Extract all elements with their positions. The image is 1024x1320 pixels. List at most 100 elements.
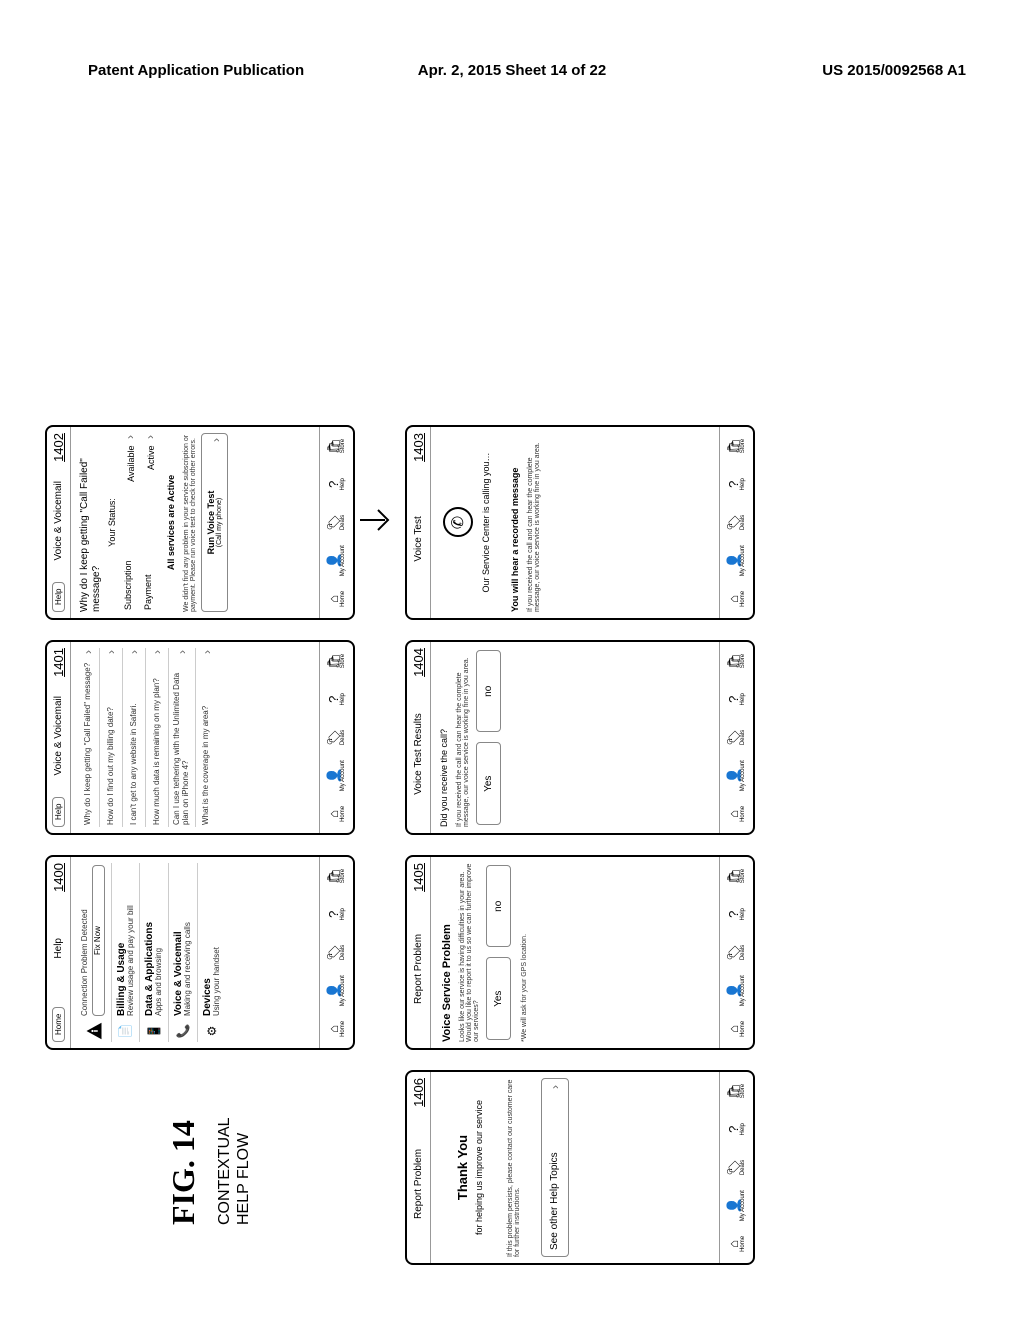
result-body: If you received the call and can hear th… — [456, 648, 470, 827]
store-icon: 🛍 — [327, 868, 340, 885]
nav-home[interactable]: ⌂Home — [720, 1225, 753, 1263]
figure-area: FIG. 14 CONTEXTUAL HELP FLOW Home Help 1… — [65, 275, 975, 1095]
nav-deals[interactable]: 🏷Deals — [320, 503, 353, 541]
nav-home[interactable]: ⌂Home — [720, 580, 753, 618]
nav-help[interactable]: ?Help — [320, 895, 353, 933]
list-item[interactable]: 📄 Billing & UsageReview usage and pay yo… — [112, 863, 141, 1042]
nav-store[interactable]: 🛍Store — [720, 1072, 753, 1110]
nav-account[interactable]: 👤My Account — [720, 757, 753, 795]
yes-button[interactable]: Yes — [486, 958, 511, 1041]
nav-account[interactable]: 👤My Account — [720, 542, 753, 580]
nav-account[interactable]: 👤My Account — [720, 972, 753, 1010]
flow-arrow-icon — [360, 500, 410, 540]
nav-home[interactable]: ⌂Home — [720, 1010, 753, 1048]
bottom-nav: ⌂Home 👤My Account 🏷Deals ?Help 🛍Store — [719, 1072, 753, 1263]
faq-item[interactable]: I can't get to any website in Safari.› — [123, 648, 146, 827]
header-left: Patent Application Publication — [88, 62, 304, 79]
nav-help[interactable]: ?Help — [320, 680, 353, 718]
active-body: We didn't find any problem in your servi… — [183, 433, 197, 612]
yes-button[interactable]: Yes — [476, 743, 501, 826]
screen-title: Voice Test Results — [413, 681, 424, 827]
no-button[interactable]: no — [486, 865, 511, 948]
see-other-button[interactable]: See other Help Topics › — [541, 1078, 569, 1257]
nav-account[interactable]: 👤My Account — [320, 542, 353, 580]
screen-1406: Report Problem 1406 Thank You for helpin… — [405, 1070, 755, 1265]
billing-icon: 📄 — [116, 1022, 134, 1040]
faq-item[interactable]: Can I use tethering with the Unlimited D… — [169, 648, 196, 827]
back-button[interactable]: Help — [52, 582, 65, 612]
screen-1402: Help Voice & Voicemail 1402 Why do I kee… — [45, 425, 355, 620]
nav-deals[interactable]: 🏷Deals — [720, 718, 753, 756]
nav-help[interactable]: ?Help — [720, 895, 753, 933]
header-right: US 2015/0092568 A1 — [822, 62, 966, 79]
list-item[interactable]: 📱 Data & ApplicationsApps and browsing — [140, 863, 169, 1042]
nav-account[interactable]: 👤My Account — [320, 757, 353, 795]
nav-help[interactable]: ?Help — [320, 465, 353, 503]
thank-you-body1: for helping us improve our service — [472, 1078, 487, 1257]
list-item[interactable]: 📞 Voice & VoicemailMaking and receiving … — [169, 863, 198, 1042]
chevron-right-icon: › — [175, 650, 189, 654]
nav-store[interactable]: 🛍Store — [320, 857, 353, 895]
screen-1405: Report Problem 1405 Voice Service Proble… — [405, 855, 755, 1050]
faq-item[interactable]: How much data is remaining on my plan?› — [146, 648, 169, 827]
figure-title: FIG. 14 — [165, 1120, 202, 1225]
problem-header: Voice Service Problem — [437, 863, 455, 1042]
screen-title: Voice & Voicemail — [53, 466, 64, 576]
deals-icon: 🏷 — [327, 944, 340, 961]
ref-num: 1400 — [51, 863, 66, 892]
faq-item[interactable]: What is the coverage in my area?› — [196, 648, 218, 827]
question-text: Why do I keep getting "Call Failed" mess… — [77, 433, 105, 612]
faq-item[interactable]: How do I find out my billing date?› — [100, 648, 123, 827]
phone-icon: ✆ — [443, 508, 473, 538]
nav-home[interactable]: ⌂Home — [320, 580, 353, 618]
bottom-nav: ⌂Home 👤My Account 🏷Deals ?Help 🛍Store — [319, 427, 353, 618]
screen-title: Report Problem — [413, 1111, 424, 1257]
nav-account[interactable]: 👤My Account — [320, 972, 353, 1010]
screen-title: Help — [53, 896, 64, 1001]
nav-home[interactable]: ⌂Home — [320, 795, 353, 833]
back-button[interactable]: Help — [52, 797, 65, 827]
bottom-nav: ⌂Home 👤My Account 🏷Deals ?Help 🛍Store — [719, 857, 753, 1048]
chevron-right-icon: › — [548, 1085, 562, 1089]
figure-subtitle: CONTEXTUAL HELP FLOW — [215, 1117, 253, 1225]
nav-store[interactable]: 🛍Store — [720, 857, 753, 895]
gps-note: *We will ask for your GPS location. — [521, 863, 528, 1042]
nav-store[interactable]: 🛍Store — [720, 642, 753, 680]
nav-store[interactable]: 🛍Store — [720, 427, 753, 465]
question-text: Did you receive the call? — [437, 648, 452, 827]
list-item[interactable]: ⚙ DevicesUsing your handset — [198, 863, 226, 1042]
nav-account[interactable]: 👤My Account — [720, 1187, 753, 1225]
nav-home[interactable]: ⌂Home — [320, 1010, 353, 1048]
faq-item[interactable]: Why do I keep getting "Call Failed" mess… — [77, 648, 100, 827]
nav-help[interactable]: ?Help — [720, 1110, 753, 1148]
warning-icon — [85, 1022, 103, 1040]
status-header: Your Status: — [105, 433, 120, 612]
home-icon: ⌂ — [327, 1025, 340, 1033]
nav-deals[interactable]: 🏷Deals — [720, 1148, 753, 1186]
nav-deals[interactable]: 🏷Deals — [720, 933, 753, 971]
nav-store[interactable]: 🛍Store — [320, 642, 353, 680]
screen-1403: Voice Test 1403 ✆ Our Service Center is … — [405, 425, 755, 620]
ref-num: 1402 — [51, 433, 66, 462]
run-voice-test-button[interactable]: Run Voice Test (Call my phone) › — [201, 433, 228, 612]
ref-num: 1404 — [411, 648, 426, 677]
screen-1400: Home Help 1400 Connection Problem Detect… — [45, 855, 355, 1050]
nav-help[interactable]: ?Help — [720, 465, 753, 503]
ref-num: 1401 — [51, 648, 66, 677]
chevron-right-icon: › — [127, 650, 141, 654]
nav-deals[interactable]: 🏷Deals — [320, 933, 353, 971]
back-button[interactable]: Home — [52, 1007, 65, 1042]
nav-deals[interactable]: 🏷Deals — [320, 718, 353, 756]
nav-home[interactable]: ⌂Home — [720, 795, 753, 833]
nav-help[interactable]: ?Help — [720, 680, 753, 718]
recorded-header: You will hear a recorded message — [508, 433, 523, 612]
alert-row: Connection Problem Detected Fix Now — [77, 863, 112, 1042]
fix-now-button[interactable]: Fix Now — [92, 865, 105, 1016]
nav-deals[interactable]: 🏷Deals — [720, 503, 753, 541]
nav-store[interactable]: 🛍Store — [320, 427, 353, 465]
screen-title: Voice & Voicemail — [53, 681, 64, 791]
chevron-right-icon: › — [200, 650, 214, 654]
no-button[interactable]: no — [476, 650, 501, 733]
help-icon: ? — [327, 911, 340, 918]
ref-num: 1406 — [411, 1078, 426, 1107]
